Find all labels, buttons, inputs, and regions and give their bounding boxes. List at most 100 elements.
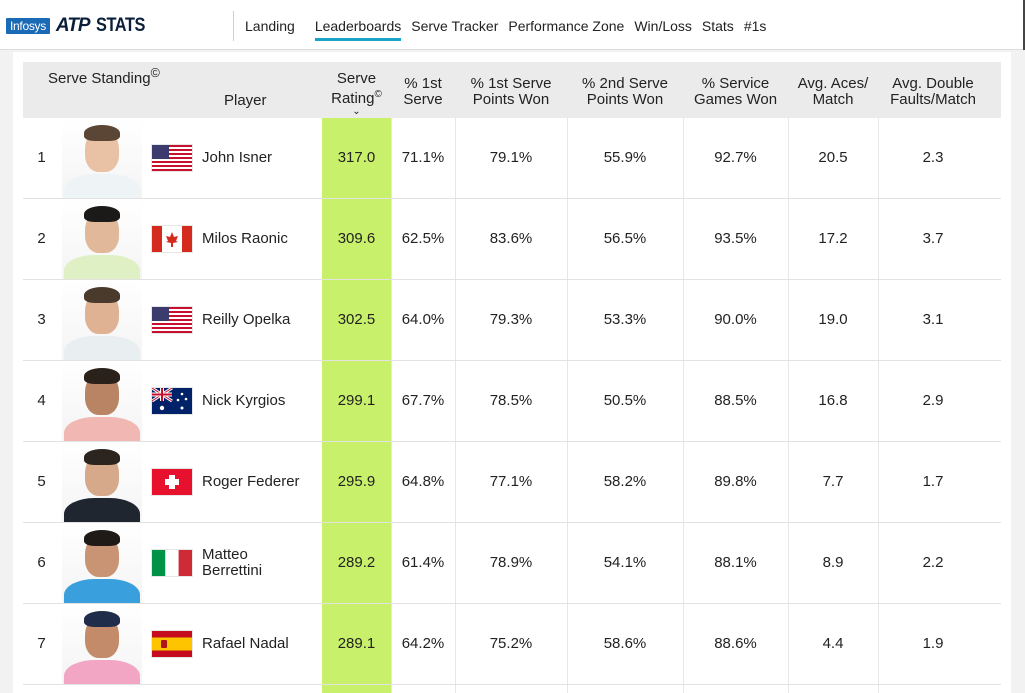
first-serve-cell: 61.4% — [401, 554, 445, 571]
nav-item-1s[interactable]: #1s — [743, 18, 767, 34]
rank-cell: 4 — [37, 392, 46, 409]
serve-rating-cell: 309.6 — [337, 230, 376, 247]
player-name-link[interactable]: Matteo Berrettini — [202, 546, 263, 579]
player-name-link[interactable]: John Isner — [202, 149, 273, 166]
main-nav: Landing Leaderboards Serve Tracker Performa… — [245, 0, 776, 50]
serve-rating-highlight — [322, 118, 391, 693]
header-first-serve-won[interactable]: % 1st Serve Points Won — [470, 75, 552, 108]
serve-rating-cell: 317.0 — [337, 149, 376, 166]
header-double-faults[interactable]: Avg. Double Faults/Match — [890, 75, 976, 108]
header-player[interactable]: Player — [224, 92, 267, 109]
rank-cell: 5 — [37, 473, 46, 490]
player-photo[interactable] — [62, 280, 142, 360]
column-divider — [878, 118, 879, 693]
service-games-cell: 90.0% — [714, 311, 757, 328]
flag-australia-icon — [152, 388, 192, 414]
player-photo[interactable] — [62, 442, 142, 522]
double-faults-cell: 1.9 — [922, 635, 944, 652]
second-serve-won-cell: 58.6% — [603, 635, 647, 652]
second-serve-won-cell: 50.5% — [603, 392, 647, 409]
flag-usa-icon — [152, 307, 192, 333]
chevron-down-icon[interactable]: ⌄ — [352, 106, 361, 117]
second-serve-won-cell: 54.1% — [603, 554, 647, 571]
rank-cell: 2 — [37, 230, 46, 247]
column-divider — [455, 118, 456, 693]
nav-item-serve-tracker[interactable]: Serve Tracker — [411, 18, 499, 34]
column-divider — [567, 118, 568, 693]
first-serve-cell: 64.8% — [401, 473, 445, 490]
nav-item-leaderboards[interactable]: Leaderboards — [314, 0, 402, 50]
table-row[interactable]: 7 Rafael Nadal 289.1 64.2% 75.2% 58.6% 88.6% 4.… — [23, 604, 1001, 685]
serve-rating-cell: 289.2 — [337, 554, 376, 571]
serve-rating-cell: 302.5 — [337, 311, 376, 328]
top-bar: Infosys ATP STATS Landing Leaderboards Ser… — [0, 0, 1025, 50]
rank-cell: 1 — [37, 149, 46, 166]
second-serve-won-cell: 58.2% — [603, 473, 647, 490]
nav-item-performance-zone[interactable]: Performance Zone — [508, 18, 625, 34]
header-service-games-won[interactable]: % Service Games Won — [693, 75, 778, 108]
flag-usa-icon — [152, 145, 192, 171]
double-faults-cell: 1.7 — [922, 473, 944, 490]
aces-cell: 20.5 — [818, 149, 848, 166]
double-faults-cell: 2.2 — [922, 554, 944, 571]
flag-spain-icon — [152, 631, 192, 657]
infosys-logo: Infosys — [6, 18, 50, 34]
table-header: Serve Standing© Player Serve Rating© ⌄ %… — [23, 62, 1001, 118]
header-divider — [233, 11, 234, 41]
service-games-cell: 92.7% — [714, 149, 757, 166]
flag-canada-icon — [152, 226, 192, 252]
flag-italy-icon — [152, 550, 192, 576]
player-photo[interactable] — [62, 523, 142, 603]
atp-stats-logo[interactable]: Infosys ATP STATS — [6, 15, 152, 36]
double-faults-cell: 3.1 — [922, 311, 944, 328]
service-games-cell: 88.5% — [714, 392, 757, 409]
table-row[interactable]: 5 Roger Federer 295.9 64.8% 77.1% 58.2% 89.8% 7… — [23, 442, 1001, 523]
column-divider — [391, 118, 392, 693]
header-serve-rating[interactable]: Serve Rating© ⌄ — [331, 70, 382, 117]
header-aces[interactable]: Avg. Aces/Match — [797, 75, 869, 108]
player-name-link[interactable]: Milos Raonic — [202, 230, 288, 247]
table-row[interactable]: 1 John Isner 317.0 71.1% 79.1% 55.9% 92.7% 20.5… — [23, 118, 1001, 199]
player-photo[interactable] — [62, 604, 142, 684]
first-serve-won-cell: 78.9% — [489, 554, 533, 571]
atp-logo: ATP — [55, 15, 91, 36]
player-photo[interactable] — [62, 361, 142, 441]
nav-item-win-loss[interactable]: Win/Loss — [634, 18, 692, 34]
column-divider — [683, 118, 684, 693]
double-faults-cell: 2.9 — [922, 392, 944, 409]
nav-item-stats[interactable]: Stats — [701, 18, 734, 34]
flag-switzerland-icon — [152, 469, 192, 495]
serve-rating-cell: 295.9 — [337, 473, 376, 490]
player-name-link[interactable]: Nick Kyrgios — [202, 392, 286, 409]
table-row[interactable]: 3 Reilly Opelka 302.5 64.0% 79.3% 53.3% 90.0% 1… — [23, 280, 1001, 361]
player-name-link[interactable]: Reilly Opelka — [202, 311, 291, 328]
player-name-link[interactable]: Roger Federer — [202, 473, 300, 490]
second-serve-won-cell: 53.3% — [603, 311, 647, 328]
aces-cell: 7.7 — [822, 473, 844, 490]
header-serve-standing[interactable]: Serve Standing© — [48, 66, 160, 87]
nav-item-landing[interactable]: Landing — [245, 18, 295, 34]
leaderboard-table: Serve Standing© Player Serve Rating© ⌄ %… — [13, 52, 1011, 693]
first-serve-cell: 64.0% — [401, 311, 445, 328]
player-photo[interactable] — [62, 118, 142, 198]
aces-cell: 19.0 — [818, 311, 848, 328]
first-serve-won-cell: 75.2% — [489, 635, 533, 652]
first-serve-won-cell: 79.1% — [489, 149, 533, 166]
table-row[interactable]: 6 Matteo Berrettini 289.2 61.4% 78.9% 54.1% 88.… — [23, 523, 1001, 604]
service-games-cell: 89.8% — [714, 473, 757, 490]
service-games-cell: 88.6% — [714, 635, 757, 652]
player-name-link[interactable]: Rafael Nadal — [202, 635, 289, 652]
header-second-serve-won[interactable]: % 2nd Serve Points Won — [582, 75, 668, 108]
first-serve-won-cell: 79.3% — [489, 311, 533, 328]
rank-cell: 3 — [37, 311, 46, 328]
table-row[interactable]: 2 Milos Raonic 309.6 62.5% 83.6% 56.5% 93.5% 17… — [23, 199, 1001, 280]
player-photo[interactable] — [62, 199, 142, 279]
double-faults-cell: 2.3 — [922, 149, 944, 166]
first-serve-cell: 62.5% — [401, 230, 445, 247]
table-row[interactable]: 4 Nick Kyrgios 299.1 67.7% 78.5% 50.5% 88.5% 16… — [23, 361, 1001, 442]
first-serve-cell: 67.7% — [401, 392, 445, 409]
rank-cell: 7 — [37, 635, 46, 652]
header-first-serve[interactable]: % 1st Serve — [403, 75, 443, 108]
first-serve-cell: 71.1% — [401, 149, 445, 166]
aces-cell: 4.4 — [822, 635, 844, 652]
